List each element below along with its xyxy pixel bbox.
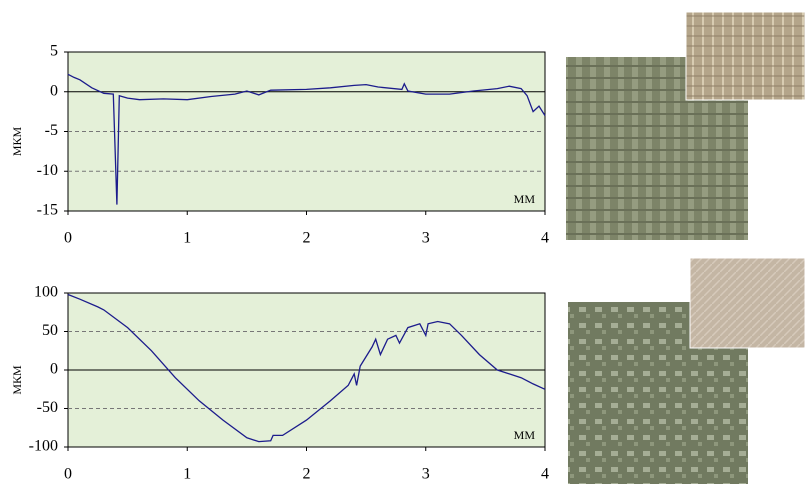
photo-inset (689, 257, 805, 349)
x-tick-label: 3 (422, 466, 430, 483)
x-axis-label: ММ (514, 192, 536, 206)
x-tick-label: 2 (303, 230, 311, 247)
y-tick-label: 100 (34, 284, 58, 301)
y-tick-label: 0 (50, 82, 58, 99)
x-tick-label: 3 (422, 230, 430, 247)
x-tick-label: 4 (541, 466, 549, 483)
y-tick-label: 50 (42, 322, 58, 339)
x-tick-label: 1 (183, 230, 191, 247)
y-tick-label: -100 (29, 438, 58, 455)
x-tick-label: 2 (303, 466, 311, 483)
x-tick-label: 4 (541, 230, 549, 247)
y-tick-label: 5 (50, 43, 58, 60)
x-tick-label: 0 (64, 230, 72, 247)
profile-line (67, 293, 546, 443)
x-tick-label: 1 (183, 466, 191, 483)
y-tick-label: -5 (45, 122, 58, 139)
y-tick-label: -10 (37, 162, 58, 179)
photo-inset (685, 11, 805, 101)
profile-line (67, 73, 546, 205)
x-tick-label: 0 (64, 466, 72, 483)
y-tick-label: -50 (37, 399, 58, 416)
y-axis-label: МКМ (10, 126, 24, 156)
y-tick-label: 0 (50, 361, 58, 378)
y-tick-label: -15 (37, 202, 58, 219)
x-axis-label: ММ (514, 428, 536, 442)
y-axis-label: МКМ (10, 365, 24, 395)
